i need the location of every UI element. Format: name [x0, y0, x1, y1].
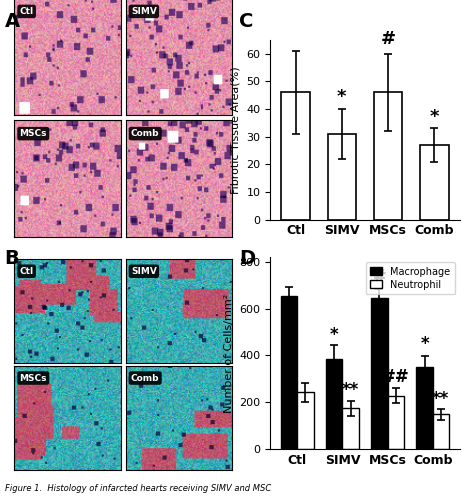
Text: MSCs: MSCs [19, 374, 47, 383]
Text: *: * [337, 88, 346, 106]
Bar [417, 367, 433, 449]
Bar [281, 295, 297, 449]
Text: Comb: Comb [131, 129, 159, 138]
Text: C: C [239, 12, 254, 31]
Bar [326, 359, 342, 449]
Text: #: # [381, 30, 396, 48]
Text: SIMV: SIMV [131, 267, 157, 276]
Text: B: B [5, 250, 19, 268]
Bar [281, 92, 310, 220]
Bar [433, 415, 449, 449]
Text: D: D [239, 250, 255, 268]
Bar [328, 134, 356, 220]
Text: #: # [373, 267, 386, 285]
Text: **: ** [432, 390, 449, 408]
Text: MSCs: MSCs [19, 129, 47, 138]
Bar [371, 298, 388, 449]
Text: A: A [5, 12, 20, 31]
Text: Comb: Comb [131, 374, 159, 383]
Y-axis label: Fibrotic Tissue Area(%): Fibrotic Tissue Area(%) [231, 66, 241, 194]
Bar [388, 396, 404, 449]
Bar [374, 92, 402, 220]
Text: *: * [330, 326, 338, 344]
Text: Ctl: Ctl [19, 7, 34, 16]
Y-axis label: Number of Cells/mm²: Number of Cells/mm² [224, 293, 234, 413]
Text: Ctl: Ctl [19, 267, 34, 276]
Text: Figure 1.  Histology of infarcted hearts receiving SIMV and MSC: Figure 1. Histology of infarcted hearts … [5, 484, 271, 493]
Text: *: * [429, 108, 439, 126]
Text: SIMV: SIMV [131, 7, 157, 16]
Text: **: ** [342, 381, 359, 399]
Bar [342, 408, 359, 449]
Text: *: * [420, 335, 429, 353]
Legend: Macrophage, Neutrophil: Macrophage, Neutrophil [365, 262, 455, 294]
Bar [420, 145, 449, 220]
Bar [297, 392, 313, 449]
Text: ##: ## [382, 368, 410, 386]
